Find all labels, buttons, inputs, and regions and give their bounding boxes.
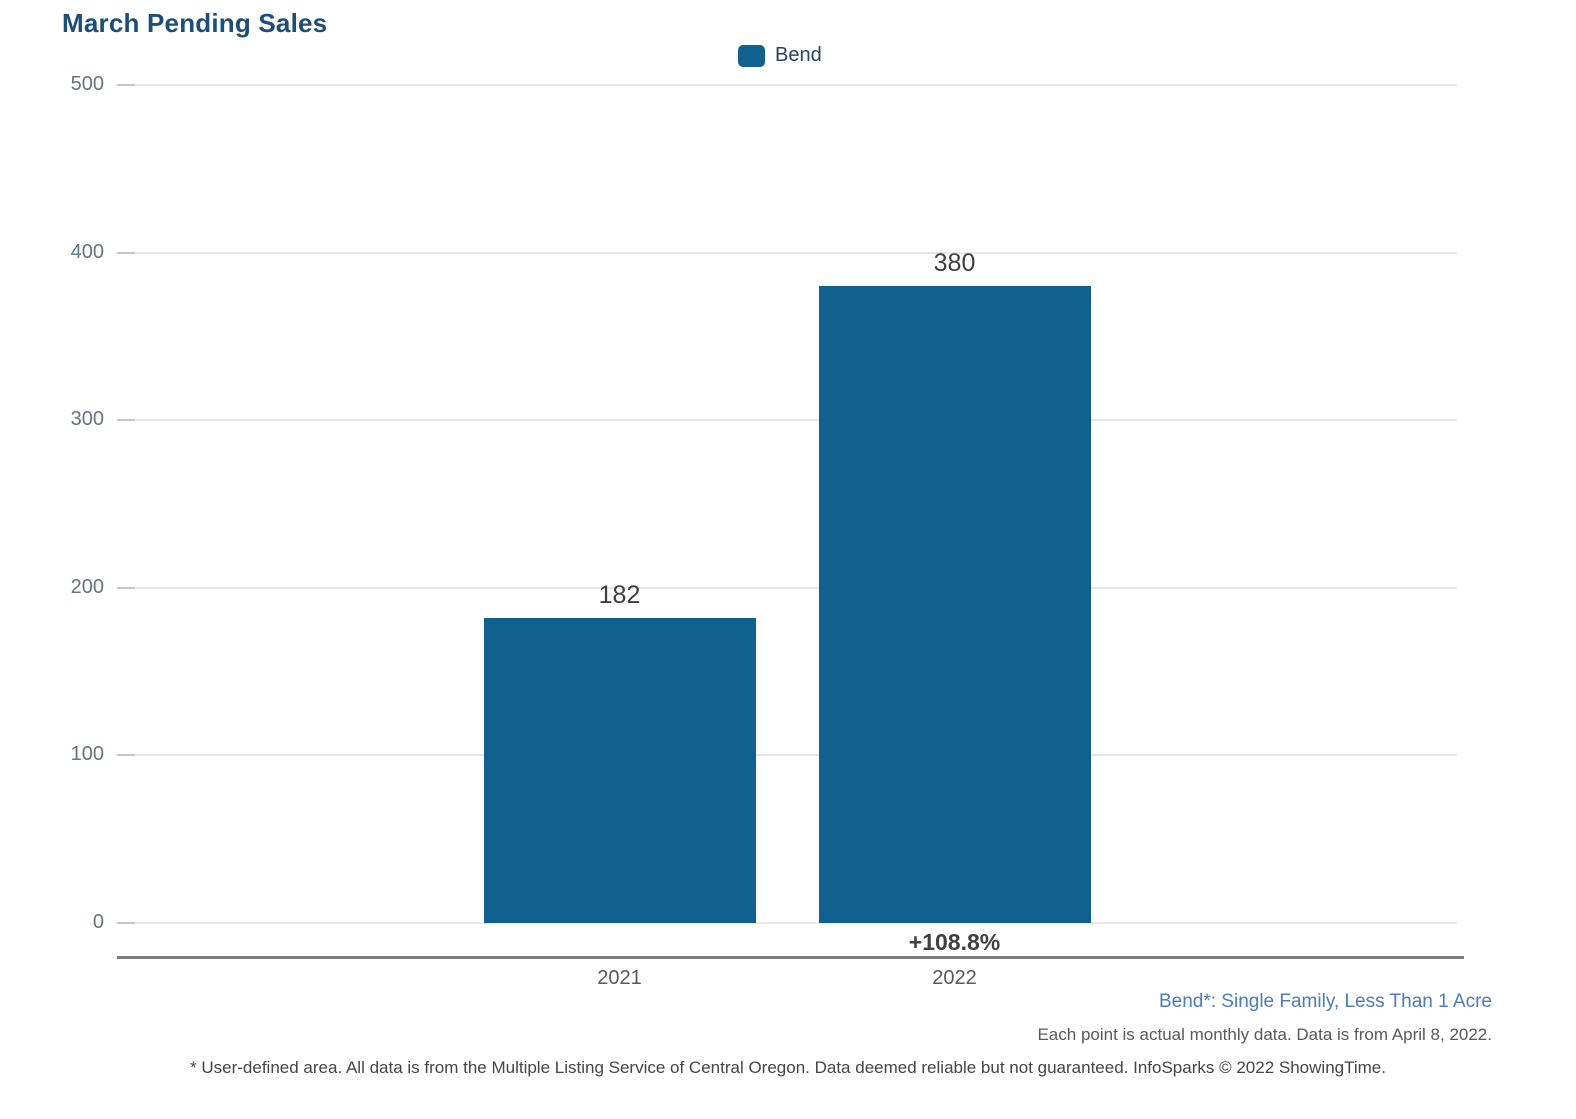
y-axis-tick (117, 419, 135, 422)
y-tick-label: 400 (70, 240, 104, 263)
gridline (117, 419, 1457, 422)
percent-change-label: +108.8% (908, 929, 1001, 955)
x-tick-label: 2021 (597, 967, 642, 989)
y-tick-label: 500 (70, 73, 104, 96)
series-definition-note: Bend*: Single Family, Less Than 1 Acre (1158, 991, 1492, 1012)
y-axis-labels: 0 100 200 300 400 500 (0, 73, 104, 933)
gridline (117, 586, 1457, 589)
plot-area: 182 2021 380 2022 +108.8% (117, 84, 1457, 989)
y-tick-label: 300 (70, 408, 104, 431)
bar-value-label: 182 (598, 580, 641, 609)
chart-title: March Pending Sales (62, 8, 328, 38)
bar-2022 (818, 286, 1091, 923)
gridline (117, 251, 1457, 254)
bar-2021 (483, 617, 756, 923)
y-axis-tick (117, 84, 135, 86)
legend-swatch-icon (738, 44, 765, 67)
bar-value-label: 380 (933, 249, 976, 278)
x-tick-label: 2022 (932, 967, 977, 989)
y-axis-tick (117, 922, 135, 924)
y-axis-tick (117, 754, 135, 757)
gridline (117, 922, 1457, 924)
data-date-note: Each point is actual monthly data. Data … (1037, 1025, 1492, 1044)
y-tick-label: 200 (70, 575, 104, 598)
legend-item-bend[interactable]: Bend (738, 44, 822, 67)
y-axis-tick (117, 251, 135, 254)
legend-label: Bend (775, 44, 822, 66)
y-axis-tick (117, 586, 135, 589)
gridline (117, 84, 1457, 86)
y-tick-label: 100 (70, 743, 104, 766)
y-tick-label: 0 (92, 911, 104, 934)
disclaimer-text: * User-defined area. All data is from th… (190, 1058, 1386, 1077)
x-axis-line (117, 956, 1464, 959)
gridline (117, 754, 1457, 757)
